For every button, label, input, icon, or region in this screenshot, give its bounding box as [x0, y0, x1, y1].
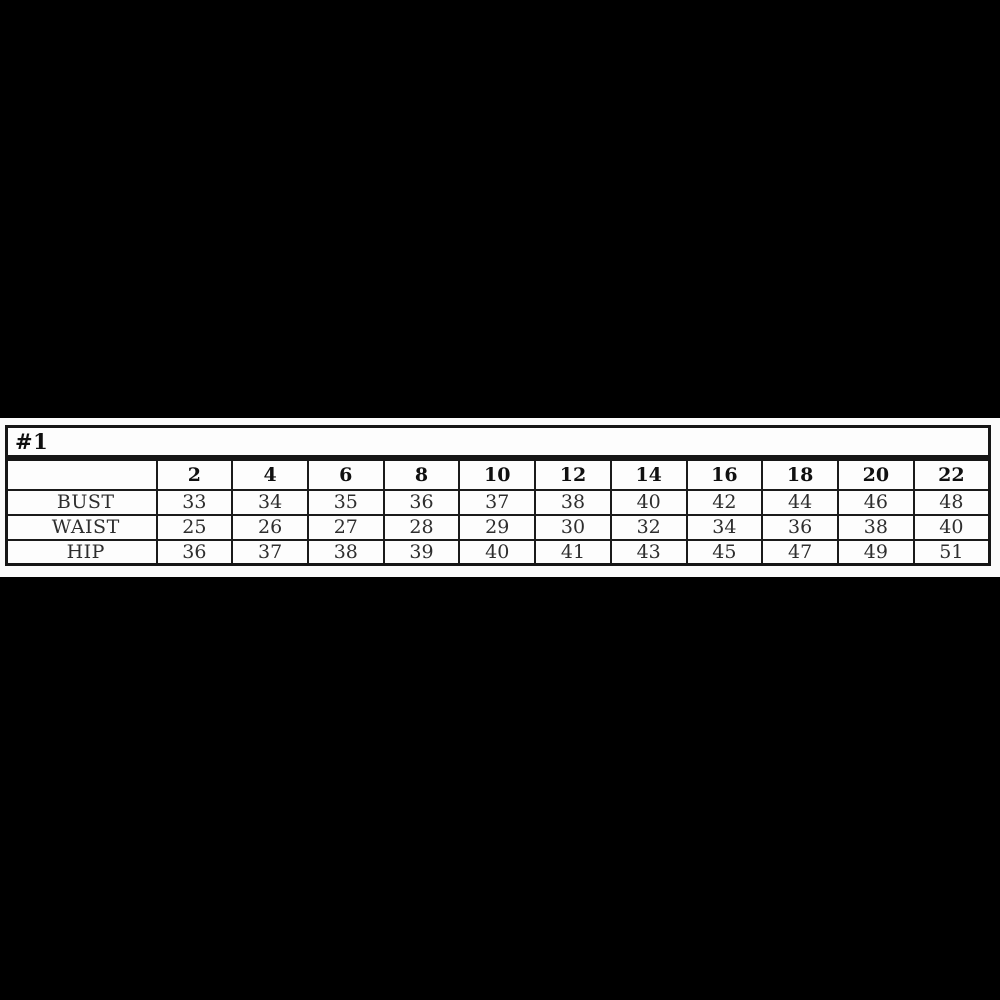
measurement-cell: 38: [534, 488, 612, 516]
size-column-header: 8: [382, 458, 461, 491]
size-column-header: 4: [231, 458, 309, 491]
measurement-cell: 36: [155, 538, 234, 566]
chart-title: #1: [15, 429, 49, 454]
size-chart-panel: #1 2 4 6 8 10 12 14 16 18 20 22 BUST 33 34 35 36 37 38 40 4…: [0, 418, 1000, 577]
measurement-cell: 51: [912, 538, 991, 566]
measurement-cell: 41: [534, 538, 612, 566]
measurement-row-waist: WAIST 25 26 27 28 29 30 32 34 36 38 40: [5, 513, 991, 541]
measurement-row-hip: HIP 36 37 38 39 40 41 43 45 47 49 51: [5, 538, 991, 566]
measurement-cell: 34: [231, 488, 309, 516]
size-chart-table: 2 4 6 8 10 12 14 16 18 20 22 BUST 33 34 35 36 37 38 40 42 44…: [5, 458, 991, 566]
row-label: WAIST: [5, 513, 158, 541]
measurement-cell: 30: [534, 513, 612, 541]
chart-title-box: #1: [5, 425, 991, 458]
size-column-header: 20: [836, 458, 915, 491]
corner-cell: [5, 458, 158, 491]
size-column-header: 10: [458, 458, 537, 491]
measurement-cell: 35: [306, 488, 385, 516]
size-column-header: 14: [609, 458, 688, 491]
measurement-cell: 36: [761, 513, 839, 541]
size-column-header: 6: [306, 458, 385, 491]
measurement-cell: 28: [382, 513, 461, 541]
row-label: HIP: [5, 538, 158, 566]
measurement-row-bust: BUST 33 34 35 36 37 38 40 42 44 46 48: [5, 488, 991, 516]
measurement-cell: 34: [685, 513, 764, 541]
measurement-cell: 37: [231, 538, 309, 566]
measurement-cell: 39: [382, 538, 461, 566]
size-header-row: 2 4 6 8 10 12 14 16 18 20 22: [5, 458, 991, 491]
measurement-cell: 36: [382, 488, 461, 516]
row-label: BUST: [5, 488, 158, 516]
measurement-cell: 48: [912, 488, 991, 516]
size-column-header: 22: [912, 458, 991, 491]
size-chart-table-body: 2 4 6 8 10 12 14 16 18 20 22 BUST 33 34 35 36 37 38 40 42 44…: [5, 458, 991, 566]
measurement-cell: 38: [306, 538, 385, 566]
measurement-cell: 43: [609, 538, 688, 566]
measurement-cell: 46: [836, 488, 915, 516]
measurement-cell: 26: [231, 513, 309, 541]
measurement-cell: 37: [458, 488, 537, 516]
measurement-cell: 47: [761, 538, 839, 566]
measurement-cell: 29: [458, 513, 537, 541]
measurement-cell: 42: [685, 488, 764, 516]
measurement-cell: 32: [609, 513, 688, 541]
measurement-cell: 49: [836, 538, 915, 566]
measurement-cell: 33: [155, 488, 234, 516]
measurement-cell: 40: [609, 488, 688, 516]
size-column-header: 2: [155, 458, 234, 491]
size-column-header: 18: [761, 458, 839, 491]
measurement-cell: 44: [761, 488, 839, 516]
measurement-cell: 27: [306, 513, 385, 541]
measurement-cell: 45: [685, 538, 764, 566]
measurement-cell: 25: [155, 513, 234, 541]
measurement-cell: 40: [458, 538, 537, 566]
measurement-cell: 40: [912, 513, 991, 541]
size-column-header: 12: [534, 458, 612, 491]
measurement-cell: 38: [836, 513, 915, 541]
size-column-header: 16: [685, 458, 764, 491]
